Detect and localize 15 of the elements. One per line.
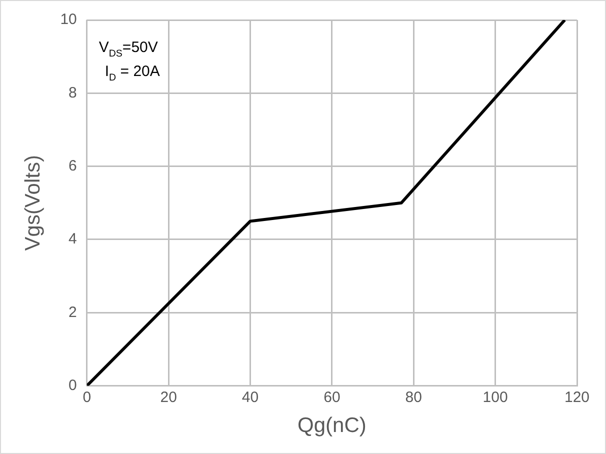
x-tick-label: 20 <box>160 388 177 406</box>
y-axis-title: Vgs(Volts) <box>21 155 44 251</box>
x-tick-label: 100 <box>482 388 508 406</box>
y-tick-label: 4 <box>68 230 77 248</box>
x-tick-label: 120 <box>564 388 590 406</box>
x-axis-title: Qg(nC) <box>298 414 366 438</box>
y-tick-label: 6 <box>68 157 77 174</box>
y-tick-label: 2 <box>68 304 77 321</box>
x-tick-label: 0 <box>82 388 92 406</box>
y-tick-label: 0 <box>68 376 77 394</box>
x-tick-label: 80 <box>405 388 422 406</box>
y-tick-label: 10 <box>60 11 77 28</box>
y-tick-label: 8 <box>68 84 77 102</box>
x-tick-label: 40 <box>242 388 259 406</box>
x-tick-label: 60 <box>324 388 340 406</box>
